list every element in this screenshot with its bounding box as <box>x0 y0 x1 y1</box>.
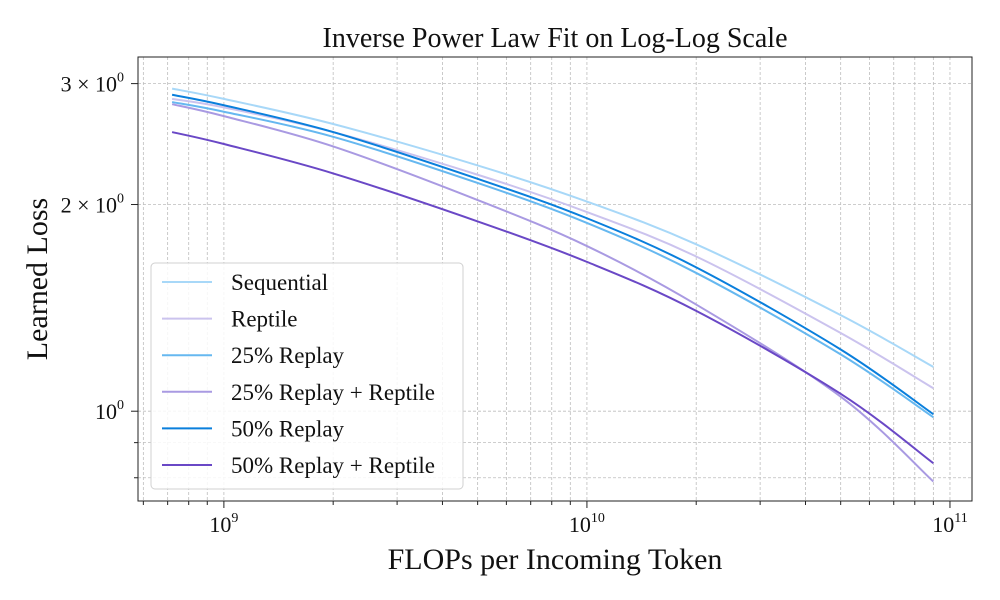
x-tick-label: 1011 <box>932 511 967 537</box>
legend: Sequential Reptile 25% Replay 25% Replay + … <box>150 262 464 490</box>
legend-label-25-replay-reptile: 25% Replay + Reptile <box>231 380 435 405</box>
series-line-50-replay <box>171 93 934 416</box>
axis-ticks: 109 1010 1011 100 2 × 100 3 × 100 <box>61 71 968 537</box>
y-axis-label: Learned Loss <box>21 198 54 360</box>
y-tick-label: 3 × 100 <box>61 71 124 97</box>
series-line-reptile <box>171 97 934 390</box>
series-line-sequential <box>171 87 934 368</box>
series-line-25-replay <box>171 101 934 419</box>
series-line-50-replay-reptile <box>171 131 934 465</box>
y-tick-label: 100 <box>95 398 124 424</box>
x-tick-label: 109 <box>209 511 238 537</box>
series-lines <box>171 87 935 483</box>
plot-area-frame <box>137 56 973 502</box>
legend-label-sequential: Sequential <box>231 270 328 295</box>
chart-title: Inverse Power Law Fit on Log-Log Scale <box>323 23 788 54</box>
series-line-25-replay-reptile <box>171 103 935 483</box>
legend-label-50-replay-reptile: 50% Replay + Reptile <box>231 453 435 478</box>
legend-box <box>150 262 464 490</box>
legend-label-reptile: Reptile <box>231 307 297 332</box>
x-axis-label: FLOPs per Incoming Token <box>388 543 723 576</box>
legend-label-50-replay: 50% Replay <box>231 416 345 441</box>
y-tick-label: 2 × 100 <box>61 192 124 218</box>
legend-label-25-replay: 25% Replay <box>231 343 345 368</box>
x-tick-label: 1010 <box>569 511 605 537</box>
